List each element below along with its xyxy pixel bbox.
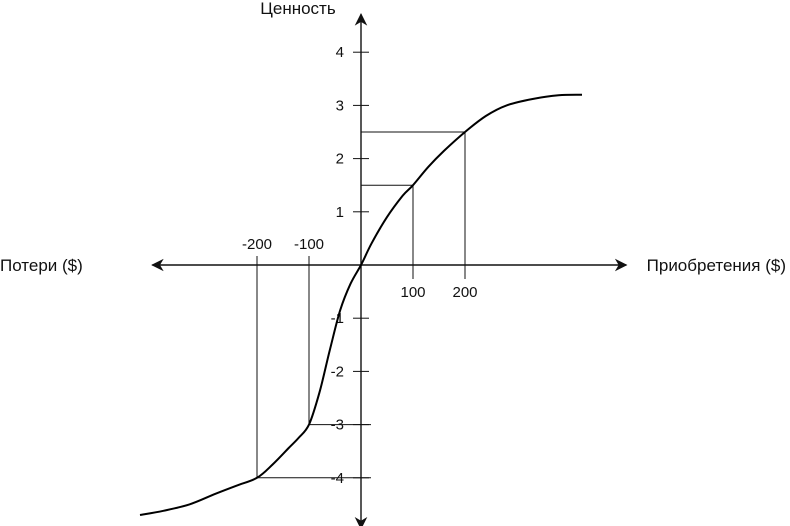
y-tick-label: -2 (331, 363, 344, 380)
x-tick-label: -200 (242, 236, 272, 253)
y-axis-label: Ценность (260, 0, 336, 18)
y-tick-label: 1 (336, 204, 344, 221)
x-axis-label-gains: Приобретения ($) (647, 256, 786, 275)
reference-guides (256, 131, 466, 479)
y-tick-label: -3 (331, 417, 344, 434)
y-tick-label: -4 (331, 470, 344, 487)
y-tick-label: 3 (336, 97, 344, 114)
x-tick-label: 100 (400, 284, 425, 301)
y-tick-label: 2 (336, 151, 344, 168)
x-axis-label-losses: Потери ($) (0, 256, 83, 275)
x-ticks: -200 -100 100 200 (242, 236, 478, 301)
x-tick-label: 200 (452, 284, 477, 301)
y-tick-label: 4 (336, 44, 344, 61)
x-tick-label: -100 (294, 236, 324, 253)
value-curve (139, 93, 583, 516)
